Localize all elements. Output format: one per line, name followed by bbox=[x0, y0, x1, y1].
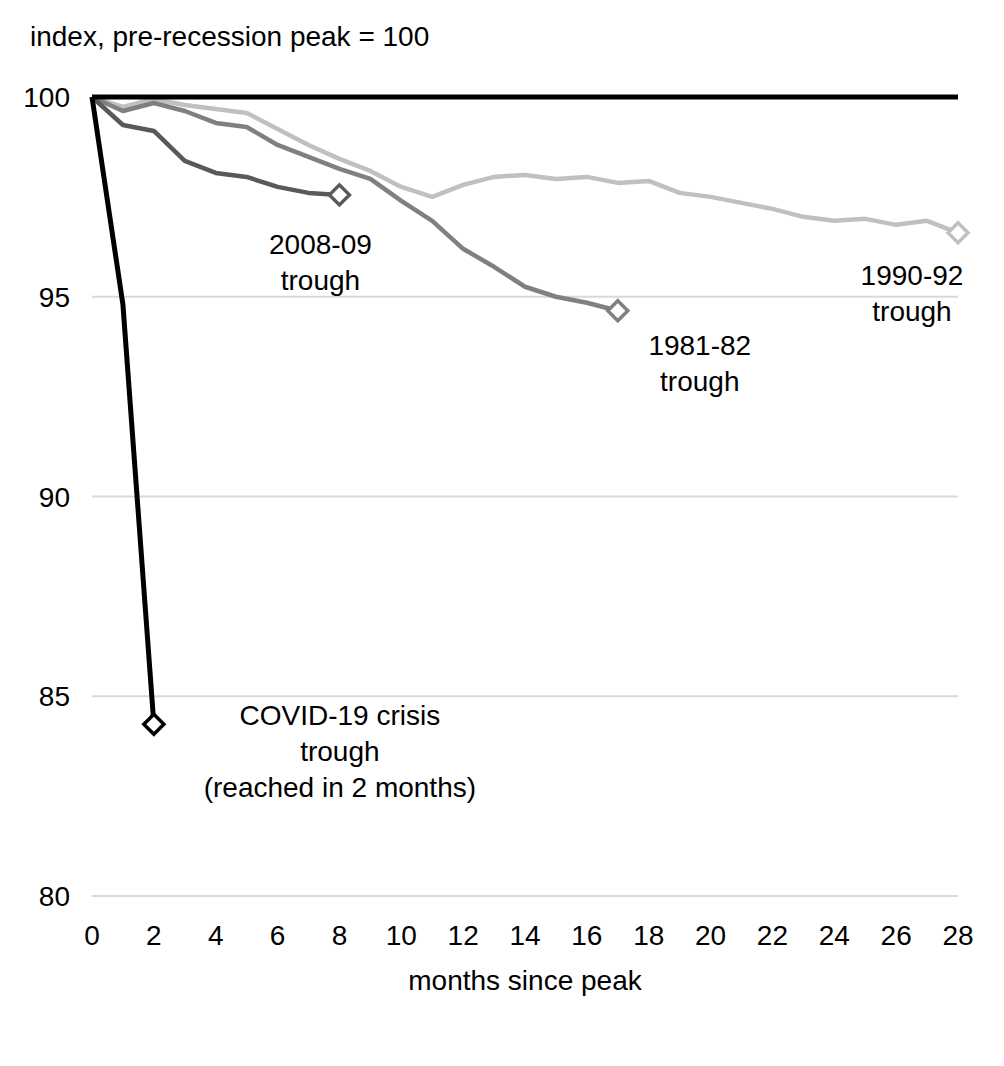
x-tick-label: 16 bbox=[571, 920, 602, 951]
grid-line bbox=[92, 695, 958, 697]
y-tick-label: 85 bbox=[39, 681, 70, 712]
y-tick-label: 80 bbox=[39, 881, 70, 912]
x-tick-label: 20 bbox=[695, 920, 726, 951]
annotation: trough bbox=[872, 296, 951, 327]
trough-marker bbox=[608, 301, 628, 321]
series-line bbox=[92, 97, 339, 195]
markers bbox=[144, 185, 968, 734]
annotation: 1981-82 bbox=[648, 330, 751, 361]
trough-marker bbox=[948, 223, 968, 243]
series-line bbox=[92, 97, 958, 233]
y-tick-label: 100 bbox=[23, 82, 70, 113]
x-tick-label: 12 bbox=[448, 920, 479, 951]
top-frame bbox=[92, 95, 958, 100]
x-tick-label: 22 bbox=[757, 920, 788, 951]
trough-marker bbox=[144, 714, 164, 734]
y-tick-label: 90 bbox=[39, 482, 70, 513]
series-line bbox=[92, 97, 154, 724]
annotation: 1990-92 bbox=[861, 260, 964, 291]
grid-line bbox=[92, 96, 958, 98]
plot-lines bbox=[92, 97, 958, 724]
x-tick-label: 8 bbox=[332, 920, 348, 951]
x-tick-label: 2 bbox=[146, 920, 162, 951]
x-tick-label: 28 bbox=[942, 920, 973, 951]
y-tick-label: 95 bbox=[39, 282, 70, 313]
x-tick-label: 4 bbox=[208, 920, 224, 951]
x-tick-label: 6 bbox=[270, 920, 286, 951]
series-line bbox=[92, 97, 618, 311]
annotation: trough bbox=[660, 366, 739, 397]
x-tick-label: 0 bbox=[84, 920, 100, 951]
annotation: (reached in 2 months) bbox=[204, 772, 476, 803]
x-tick-label: 18 bbox=[633, 920, 664, 951]
trough-marker bbox=[329, 185, 349, 205]
x-tick-label: 24 bbox=[819, 920, 850, 951]
x-tick-label: 10 bbox=[386, 920, 417, 951]
annotation: trough bbox=[300, 736, 379, 767]
annotation: 2008-09 bbox=[269, 229, 372, 260]
x-axis-title: months since peak bbox=[408, 965, 642, 996]
annotation: trough bbox=[281, 265, 360, 296]
y-axis-title: index, pre-recession peak = 100 bbox=[30, 21, 429, 52]
x-tick-label: 26 bbox=[881, 920, 912, 951]
annotation: COVID-19 crisis bbox=[240, 700, 441, 731]
grid-line bbox=[92, 496, 958, 498]
grid-line bbox=[92, 895, 958, 897]
chart: 808590951000246810121416182022242628inde… bbox=[0, 0, 1004, 1066]
x-tick-label: 14 bbox=[509, 920, 540, 951]
grid-line bbox=[92, 296, 958, 298]
